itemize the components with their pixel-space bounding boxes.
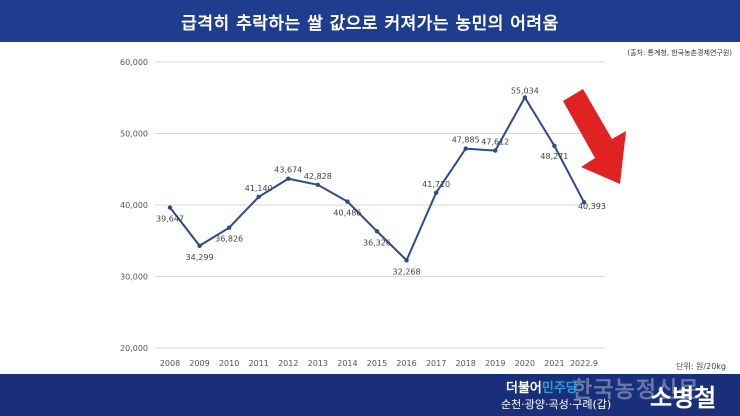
x-tick-label: 2018 xyxy=(456,359,476,368)
district-label: 순천·광양·곡성·구례(갑) xyxy=(501,398,612,411)
y-tick-label: 50,000 xyxy=(120,130,148,139)
data-label: 36,826 xyxy=(215,235,243,244)
data-label: 39,647 xyxy=(156,215,184,224)
data-point xyxy=(493,148,498,153)
data-point xyxy=(404,258,409,263)
x-tick-label: 2021 xyxy=(544,359,564,368)
data-point xyxy=(433,190,439,195)
data-label: 42,828 xyxy=(304,172,332,181)
watermark: 한국농정신문 xyxy=(572,378,700,403)
data-label: 40,486 xyxy=(333,209,361,218)
data-point xyxy=(286,176,291,181)
x-tick-label: 2014 xyxy=(337,359,357,368)
politician-name: 소병철 xyxy=(650,384,717,412)
party-logo: 더불어민주당 xyxy=(506,377,578,396)
data-point xyxy=(197,243,202,248)
data-point xyxy=(345,199,350,204)
data-point xyxy=(226,225,232,230)
y-tick-label: 20,000 xyxy=(120,344,148,353)
data-label: 55,034 xyxy=(511,87,539,96)
down-arrow-icon xyxy=(563,89,626,184)
data-point xyxy=(581,199,587,205)
data-point xyxy=(552,143,557,149)
unit-label: 단위: 원/20kg xyxy=(676,362,726,371)
data-point xyxy=(374,229,380,234)
title-banner: 급격히 추락하는 쌀 값으로 커져가는 농민의 어려움 xyxy=(0,0,740,42)
source-note: (출처: 통계청, 한국농촌경제연구원) xyxy=(627,49,732,57)
data-label: 47,612 xyxy=(481,138,509,147)
data-label: 41,710 xyxy=(422,180,450,189)
x-tick-label: 2022.9 xyxy=(570,359,598,368)
data-label: 43,674 xyxy=(274,166,302,175)
x-tick-label: 2008 xyxy=(160,359,180,368)
y-tick-label: 60,000 xyxy=(120,58,148,67)
data-point xyxy=(167,205,173,210)
data-point xyxy=(463,146,468,151)
x-tick-label: 2012 xyxy=(278,359,298,368)
y-tick-label: 40,000 xyxy=(120,201,148,210)
x-tick-label: 2015 xyxy=(367,359,387,368)
data-label: 36,326 xyxy=(363,238,391,247)
data-point xyxy=(522,95,528,100)
x-tick-label: 2019 xyxy=(485,359,505,368)
data-point xyxy=(315,182,321,187)
party-name-a: 더불어 xyxy=(506,381,542,396)
x-tick-label: 2016 xyxy=(396,359,416,368)
data-label: 48,271 xyxy=(540,152,568,161)
x-tick-label: 2020 xyxy=(515,359,535,368)
data-label: 47,885 xyxy=(452,136,480,145)
party-name-b: 민주당 xyxy=(541,381,578,396)
data-label: 32,268 xyxy=(393,267,421,276)
data-label: 34,299 xyxy=(186,253,214,262)
data-point xyxy=(256,194,261,200)
x-tick-label: 2010 xyxy=(219,359,239,368)
data-label: 40,393 xyxy=(578,202,606,211)
data-label: 41,140 xyxy=(245,184,273,193)
footer-bar xyxy=(0,374,740,416)
x-tick-label: 2009 xyxy=(189,359,209,368)
x-tick-label: 2017 xyxy=(426,359,446,368)
chart-title: 급격히 추락하는 쌀 값으로 커져가는 농민의 어려움 xyxy=(181,13,559,34)
x-tick-label: 2013 xyxy=(308,359,328,368)
x-tick-label: 2011 xyxy=(249,359,269,368)
y-tick-label: 30,000 xyxy=(120,273,148,282)
